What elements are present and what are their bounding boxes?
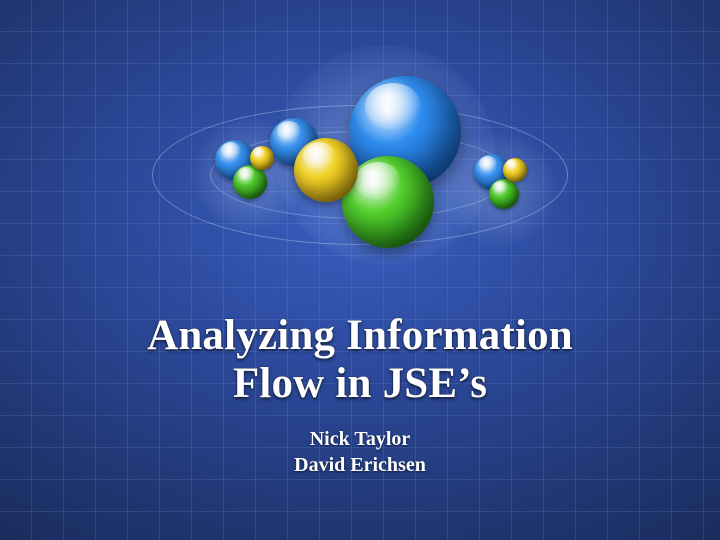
orb-left-yellow xyxy=(250,146,274,170)
orb-right-yellow xyxy=(503,158,527,182)
orb-left-green xyxy=(233,165,267,199)
hero-graphic xyxy=(0,40,720,300)
title-line-1: Analyzing Information xyxy=(40,312,680,360)
title-block: Analyzing Information Flow in JSE’s Nick… xyxy=(0,312,720,478)
author-2: David Erichsen xyxy=(40,452,680,478)
title-line-2: Flow in JSE’s xyxy=(40,360,680,408)
authors: Nick Taylor David Erichsen xyxy=(40,426,680,478)
orb-mid-yellow xyxy=(294,138,358,202)
author-1: Nick Taylor xyxy=(40,426,680,452)
orb-right-green xyxy=(489,179,519,209)
slide: Analyzing Information Flow in JSE’s Nick… xyxy=(0,0,720,540)
